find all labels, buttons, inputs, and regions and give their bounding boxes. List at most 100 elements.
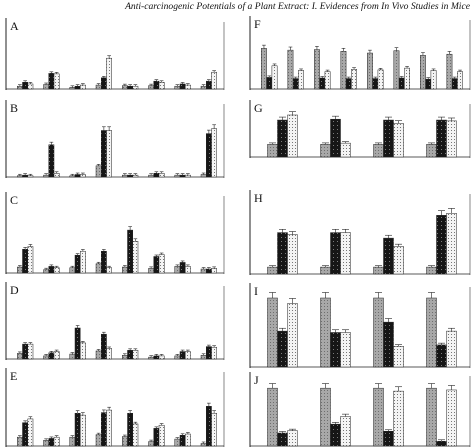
bar [174, 355, 181, 360]
bar [340, 332, 351, 368]
bar [95, 263, 102, 274]
bar [153, 428, 160, 447]
bar [211, 346, 217, 360]
bar [80, 84, 86, 90]
bar [383, 237, 394, 275]
bar [106, 57, 112, 90]
bar [53, 351, 60, 360]
bar [200, 355, 207, 360]
bar [132, 423, 139, 447]
bar [153, 80, 160, 90]
bar [122, 355, 128, 360]
bar [383, 119, 394, 158]
panel-d: D [5, 282, 225, 360]
bar [148, 268, 154, 274]
panel-label: E [10, 369, 17, 383]
bar [43, 355, 49, 360]
bar [53, 267, 60, 274]
bar [200, 268, 207, 274]
bar [43, 174, 49, 178]
bar [174, 438, 181, 447]
bar [22, 343, 28, 360]
bar [17, 436, 23, 447]
bar [367, 52, 373, 90]
bar [185, 266, 191, 274]
bar [277, 232, 288, 275]
bar [420, 55, 426, 90]
bar [17, 266, 23, 274]
bar [127, 229, 133, 274]
bar [277, 432, 288, 447]
bar [446, 389, 457, 447]
bar [340, 51, 347, 90]
panel-label: A [10, 19, 19, 33]
panel-label: D [10, 283, 19, 297]
bar [426, 144, 437, 158]
panel-label: I [254, 284, 258, 298]
bar [153, 173, 160, 178]
bar [430, 70, 437, 90]
bar [69, 175, 76, 178]
bar [206, 406, 212, 447]
bar [101, 250, 107, 274]
bar [298, 70, 304, 90]
bar [330, 423, 341, 447]
bar [22, 82, 28, 90]
bar [271, 65, 278, 90]
bar [426, 387, 437, 447]
bar [27, 175, 34, 178]
bar [48, 266, 55, 274]
panel-i: I [249, 283, 471, 368]
bar [122, 266, 128, 274]
bar [174, 266, 181, 274]
bar [211, 71, 217, 90]
bar [179, 351, 186, 360]
bar [446, 330, 457, 368]
bar [106, 130, 112, 178]
bar [74, 174, 81, 178]
bar [48, 438, 55, 447]
bar [132, 174, 139, 178]
bar [153, 355, 160, 360]
bar [373, 266, 384, 275]
bar [446, 120, 457, 158]
bar [393, 50, 400, 90]
bar [48, 352, 55, 360]
bar [48, 144, 55, 178]
bar [80, 174, 86, 178]
bar [320, 144, 331, 158]
bar [48, 73, 55, 90]
bar [287, 303, 298, 368]
bar [324, 71, 331, 90]
bar [393, 123, 404, 158]
panel-e: E [5, 368, 225, 447]
bar [179, 83, 186, 90]
panel-g: G [249, 100, 471, 158]
bar [200, 174, 207, 178]
bar [122, 436, 128, 447]
bar [69, 87, 76, 90]
bar [320, 266, 331, 275]
bar [287, 430, 298, 447]
bar [340, 232, 351, 275]
bar [179, 435, 186, 447]
bar [292, 78, 299, 90]
bar [74, 254, 81, 274]
bar [148, 441, 154, 447]
bar [74, 327, 81, 360]
bar [158, 355, 165, 360]
bar [206, 268, 212, 274]
bar [330, 118, 341, 158]
bar [22, 422, 28, 447]
bar [383, 431, 394, 447]
panel-label: G [254, 101, 263, 115]
bar [127, 174, 133, 178]
bar [314, 49, 320, 90]
bar [95, 350, 102, 360]
bar [148, 356, 154, 360]
bar [320, 387, 331, 447]
panel-label: J [254, 373, 259, 387]
bar [22, 174, 28, 178]
bar [267, 266, 278, 275]
panel-label: F [254, 17, 261, 31]
